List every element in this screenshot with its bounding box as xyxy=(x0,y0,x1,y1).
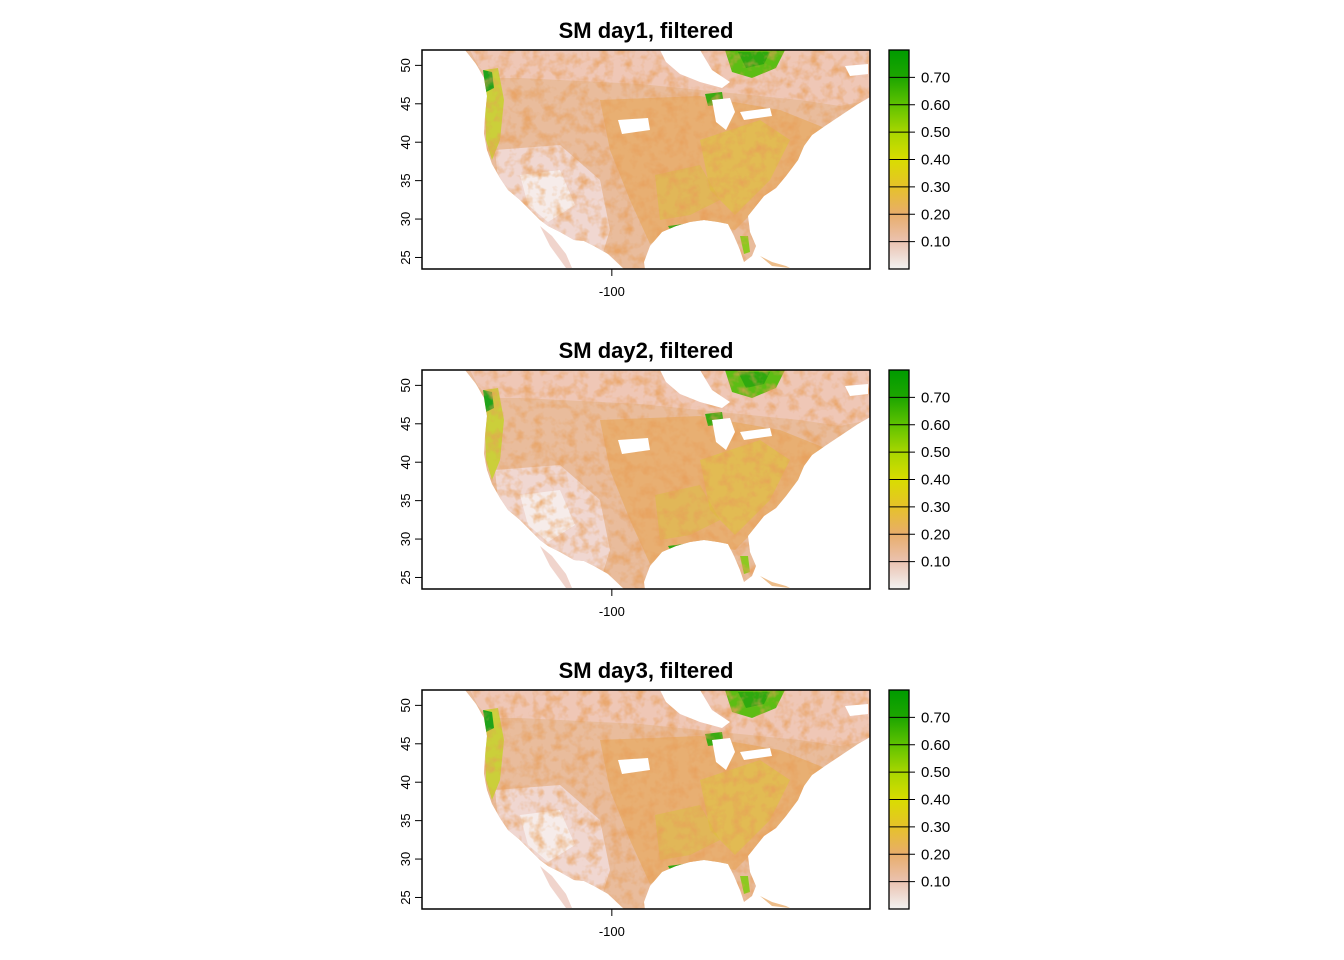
y-tick-label: 25 xyxy=(398,890,413,904)
plot-frame xyxy=(421,369,871,590)
y-tick-label: 40 xyxy=(398,775,413,789)
legend-tick-label: 0.60 xyxy=(921,737,950,754)
y-tick-label: 45 xyxy=(398,737,413,751)
y-tick-label: 45 xyxy=(398,97,413,111)
y-tick-label: 25 xyxy=(398,570,413,584)
legend-tick-label: 0.30 xyxy=(921,819,950,836)
legend-tick-label: 0.70 xyxy=(921,709,950,726)
legend-tick-label: 0.40 xyxy=(921,792,950,809)
legend-tick-label: 0.30 xyxy=(921,179,950,196)
map-panel-day1: SM day1, filtered 25 30 35 40 45 50 -100 0.10 0.2… xyxy=(398,18,950,299)
y-tick-label: 35 xyxy=(398,493,413,507)
legend-tick-label: 0.70 xyxy=(921,389,950,406)
soil-moisture-raster xyxy=(465,370,870,589)
panel-title: SM day3, filtered xyxy=(559,658,734,683)
legend-tick-label: 0.60 xyxy=(921,97,950,114)
legend-tick-label: 0.10 xyxy=(921,554,950,571)
y-tick-label: 30 xyxy=(398,212,413,226)
y-tick-label: 40 xyxy=(398,135,413,149)
x-tick-label: -100 xyxy=(599,284,625,299)
map-panel-day2: SM day2, filtered 25 30 35 40 45 50 -100 0.10 0.2… xyxy=(398,338,950,619)
y-tick-label: 30 xyxy=(398,852,413,866)
legend-tick-label: 0.10 xyxy=(921,874,950,891)
legend-tick-label: 0.40 xyxy=(921,152,950,169)
y-tick-label: 30 xyxy=(398,532,413,546)
y-tick-label: 50 xyxy=(398,58,413,72)
plot-frame xyxy=(421,689,871,910)
x-tick-label: -100 xyxy=(599,604,625,619)
legend-tick-label: 0.40 xyxy=(921,472,950,489)
plot-frame xyxy=(421,49,871,270)
y-tick-label: 45 xyxy=(398,417,413,431)
water-bodies xyxy=(618,370,868,454)
legend-tick-label: 0.10 xyxy=(921,234,950,251)
map-panel-day3: SM day3, filtered 25 30 35 40 45 50 -100 0.10 0.2… xyxy=(398,658,950,939)
panel-title: SM day2, filtered xyxy=(559,338,734,363)
y-tick-label: 25 xyxy=(398,250,413,264)
y-tick-label: 35 xyxy=(398,173,413,187)
legend-tick-label: 0.60 xyxy=(921,417,950,434)
legend-colorbar: 0.10 0.20 0.30 0.40 0.50 0.60 0.70 xyxy=(888,49,950,270)
legend-tick-label: 0.20 xyxy=(921,846,950,863)
legend-colorbar: 0.10 0.20 0.30 0.40 0.50 0.60 0.70 xyxy=(888,689,950,910)
y-tick-label: 50 xyxy=(398,698,413,712)
water-bodies xyxy=(618,50,868,134)
legend-tick-label: 0.50 xyxy=(921,444,950,461)
legend-colorbar: 0.10 0.20 0.30 0.40 0.50 0.60 0.70 xyxy=(888,369,950,590)
legend-tick-label: 0.50 xyxy=(921,764,950,781)
y-tick-label: 50 xyxy=(398,378,413,392)
legend-tick-label: 0.30 xyxy=(921,499,950,516)
x-tick-label: -100 xyxy=(599,924,625,939)
soil-moisture-raster xyxy=(465,50,870,269)
legend-tick-label: 0.20 xyxy=(921,206,950,223)
panel-title: SM day1, filtered xyxy=(559,18,734,43)
water-bodies xyxy=(618,690,868,774)
y-tick-label: 40 xyxy=(398,455,413,469)
legend-tick-label: 0.70 xyxy=(921,69,950,86)
y-tick-label: 35 xyxy=(398,813,413,827)
legend-tick-label: 0.20 xyxy=(921,526,950,543)
soil-moisture-raster xyxy=(465,690,870,909)
legend-tick-label: 0.50 xyxy=(921,124,950,141)
